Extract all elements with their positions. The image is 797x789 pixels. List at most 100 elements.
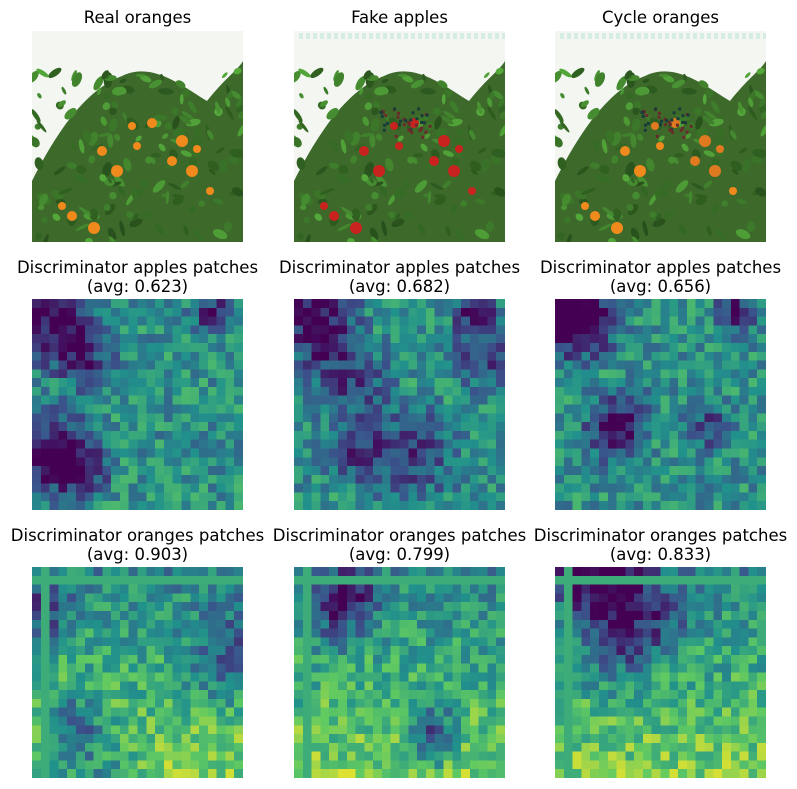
heatmap-cell	[757, 439, 766, 449]
heatmap-cell	[311, 430, 321, 441]
heatmap-cell	[616, 386, 626, 397]
heatmap-cell	[337, 602, 348, 612]
heatmap-cell	[137, 707, 147, 717]
heatmap-cell	[487, 663, 497, 673]
heatmap-cell	[172, 619, 182, 630]
heatmap-cell	[102, 593, 112, 603]
heatmap-cell	[739, 501, 749, 510]
heatmap-cell	[722, 672, 732, 682]
heatmap-cell	[399, 628, 409, 638]
heatmap-cell	[49, 404, 59, 414]
heatmap-cell	[381, 448, 392, 458]
leaf	[760, 124, 766, 137]
heatmap-cell	[686, 637, 697, 647]
heatmap-cell	[452, 422, 462, 432]
heatmap-cell	[642, 457, 653, 467]
heatmap-cell	[563, 707, 574, 717]
artifact-strip	[693, 33, 697, 39]
heatmap-cell	[417, 422, 427, 432]
heatmap-cell	[555, 751, 565, 761]
heatmap-cell	[572, 575, 582, 586]
heatmap-cell	[355, 474, 365, 485]
heatmap-cell	[616, 299, 626, 309]
heatmap-cell	[294, 501, 304, 510]
heatmap-cell	[678, 593, 688, 603]
heatmap-cell	[598, 654, 609, 665]
heatmap-cell	[686, 474, 697, 485]
heatmap-cell	[408, 654, 418, 665]
heatmap-cell	[84, 681, 95, 691]
heatmap-cell	[302, 672, 313, 682]
heatmap-cell	[32, 716, 42, 726]
heatmap-cell	[190, 698, 200, 709]
heatmap-cell	[452, 474, 462, 485]
leaf	[632, 191, 640, 200]
heatmap-cell	[757, 316, 766, 326]
heatmap-cell	[102, 610, 112, 621]
heatmap-cell	[634, 584, 644, 594]
heatmap-cell	[669, 628, 679, 638]
heatmap-cell	[748, 457, 758, 467]
leaf	[101, 70, 109, 80]
heatmap-cell	[704, 584, 714, 594]
heatmap-cell	[555, 325, 565, 335]
heatmap-cell	[555, 334, 565, 344]
heatmap-cell	[686, 602, 697, 612]
heatmap-cell	[346, 593, 357, 603]
heatmap-cell	[748, 751, 758, 761]
heatmap-cell	[75, 492, 86, 502]
heatmap-cell	[337, 342, 348, 353]
leaf	[111, 101, 119, 110]
heatmap-cell	[634, 619, 644, 630]
heatmap-cell	[302, 593, 313, 603]
heatmap-cell	[722, 501, 732, 510]
artifact-strip	[376, 33, 380, 39]
heatmap-cell	[40, 422, 51, 432]
heatmap-cell	[590, 637, 600, 647]
artifact-strip	[672, 33, 676, 39]
heatmap-cell	[294, 567, 304, 577]
heatmap-cell	[155, 342, 165, 353]
heatmap-cell	[704, 299, 714, 309]
heatmap-cell	[32, 413, 42, 423]
heatmap-cell	[329, 457, 339, 467]
artifact-strip	[369, 33, 373, 39]
leaf	[370, 118, 380, 132]
heatmap-cell	[373, 439, 383, 449]
heatmap-cell	[642, 602, 653, 612]
heatmap-cell	[634, 751, 644, 761]
heatmap-cell	[294, 602, 304, 612]
heatmap-cell	[739, 751, 749, 761]
panel-avg: (avg: 0.623)	[86, 277, 189, 296]
gan-artifact	[408, 128, 412, 132]
artifact-strip	[397, 33, 401, 39]
heatmap-cell	[417, 483, 427, 493]
heatmap-cell	[102, 457, 112, 467]
leaf	[148, 79, 162, 89]
heatmap-cell	[329, 725, 339, 735]
heatmap-cell	[49, 334, 59, 344]
heatmap-cell	[93, 628, 103, 638]
heatmap-cell	[469, 654, 480, 665]
heatmap-cell	[155, 654, 165, 665]
heatmap-cell	[40, 672, 51, 682]
photo-svg	[32, 31, 243, 242]
heatmap-cell	[311, 448, 321, 458]
heatmap-cell	[408, 716, 418, 726]
heatmap-cell	[425, 430, 436, 441]
heatmap-cell	[355, 501, 365, 510]
heatmap-cell	[84, 413, 95, 423]
heatmap-cell	[607, 707, 618, 717]
heatmap-cell	[346, 492, 357, 502]
heatmap-cell	[695, 584, 705, 594]
heatmap-cell	[102, 325, 112, 335]
leaf	[298, 120, 309, 133]
heatmap-cell	[598, 422, 609, 432]
heatmap-cell	[84, 725, 95, 735]
heatmap-cell	[146, 610, 156, 621]
heatmap-svg	[294, 299, 505, 510]
heatmap-cell	[93, 681, 103, 691]
leaf	[91, 143, 104, 151]
heatmap-cell	[713, 342, 723, 353]
leaf	[750, 91, 756, 100]
